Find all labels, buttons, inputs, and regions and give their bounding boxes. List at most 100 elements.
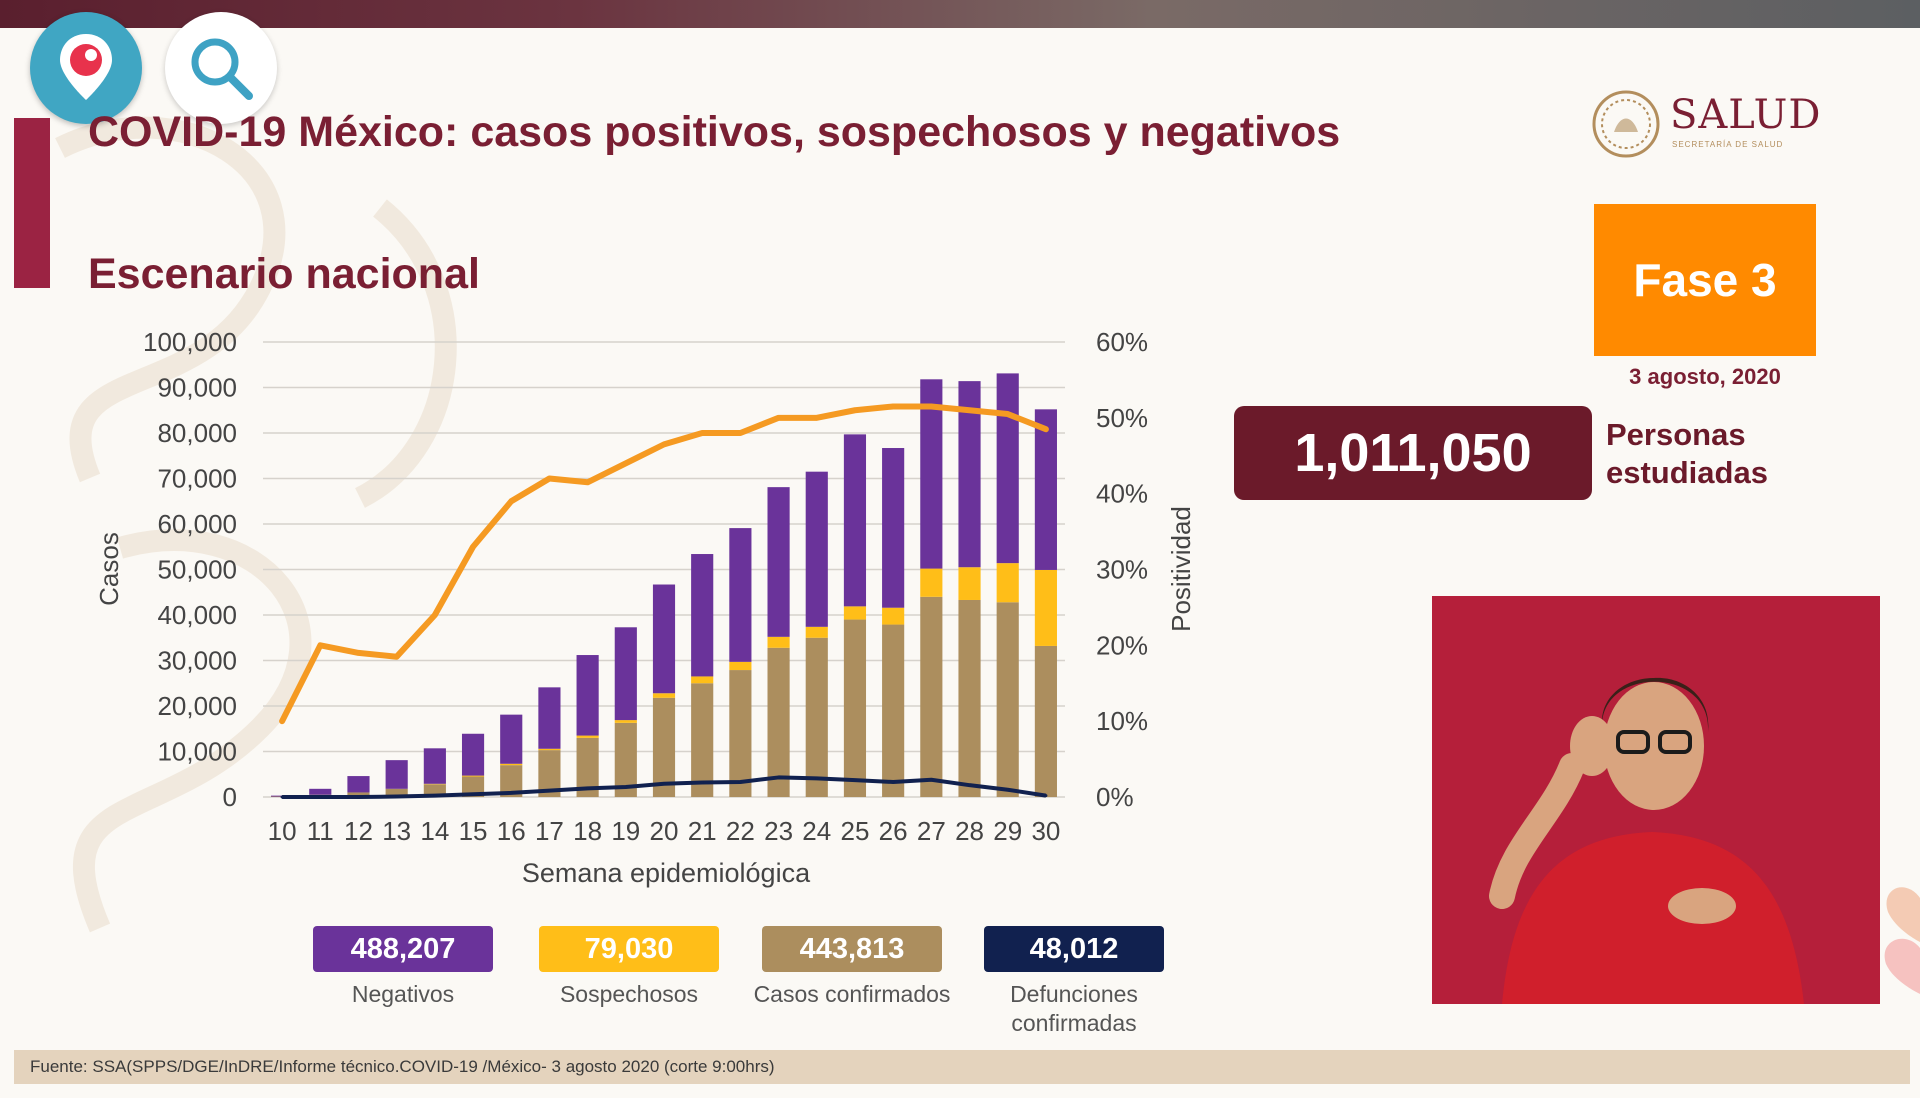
bar-confirmados xyxy=(805,637,828,797)
source-text: Fuente: SSA(SPPS/DGE/InDRE/Informe técni… xyxy=(30,1057,775,1076)
heart-reactions-icon xyxy=(1884,887,1920,994)
bar-negativos xyxy=(958,381,981,568)
point-positividad xyxy=(776,415,782,421)
studied-label: Personas estudiadas xyxy=(1606,416,1836,492)
point-defunciones xyxy=(471,792,475,796)
point-positividad xyxy=(317,642,323,648)
periscope-button[interactable] xyxy=(30,12,142,124)
point-positividad xyxy=(852,407,858,413)
x-tick-label: 24 xyxy=(802,816,831,846)
studied-label-line1: Personas xyxy=(1606,417,1746,452)
x-tick-label: 16 xyxy=(497,816,526,846)
bar-negativos xyxy=(500,714,523,764)
y-tick-label: 100,000 xyxy=(143,327,237,357)
bar-sospechosos xyxy=(996,563,1019,603)
bar-confirmados xyxy=(691,683,714,797)
video-top-bar xyxy=(0,0,1920,28)
x-tick-label: 29 xyxy=(993,816,1022,846)
bar-confirmados xyxy=(958,599,981,797)
point-defunciones xyxy=(662,782,666,786)
point-positividad xyxy=(394,654,400,660)
sign-language-interpreter-video xyxy=(1432,596,1880,1004)
bar-negativos xyxy=(882,448,905,608)
x-tick-label: 10 xyxy=(268,816,297,846)
point-positividad xyxy=(1005,411,1011,417)
search-button[interactable] xyxy=(165,12,277,124)
bar-confirmados xyxy=(347,792,370,797)
bar-negativos xyxy=(691,554,714,677)
bar-negativos xyxy=(843,434,867,607)
source-footer: Fuente: SSA(SPPS/DGE/InDRE/Informe técni… xyxy=(14,1050,1910,1084)
bar-sospechosos xyxy=(729,661,752,671)
summary-value-sospechosos: 79,030 xyxy=(539,926,719,972)
point-defunciones xyxy=(356,795,360,799)
point-positividad xyxy=(661,441,667,447)
point-positividad xyxy=(623,460,629,466)
page-subtitle: Escenario nacional xyxy=(88,250,480,298)
bar-sospechosos xyxy=(805,626,828,638)
point-defunciones xyxy=(815,776,819,780)
point-defunciones xyxy=(586,786,590,790)
bar-negativos xyxy=(576,655,599,736)
y-tick-label: 40,000 xyxy=(157,600,237,630)
bar-sospechosos xyxy=(958,567,981,600)
point-defunciones xyxy=(1044,794,1048,798)
bar-negativos xyxy=(385,760,408,789)
point-defunciones xyxy=(853,778,857,782)
bar-confirmados xyxy=(576,737,599,797)
bar-negativos xyxy=(309,788,332,795)
y-tick-label: 70,000 xyxy=(157,464,237,494)
y2-tick-label: 50% xyxy=(1096,403,1148,433)
y-tick-label: 50,000 xyxy=(157,555,237,585)
point-positividad xyxy=(355,650,361,656)
bar-negativos xyxy=(347,776,370,793)
point-positividad xyxy=(432,612,438,618)
point-positividad xyxy=(1043,426,1049,432)
logo-text: SALUD xyxy=(1670,92,1822,138)
y-tick-label: 80,000 xyxy=(157,418,237,448)
x-tick-label: 17 xyxy=(535,816,564,846)
bar-sospechosos xyxy=(538,748,561,751)
bar-confirmados xyxy=(538,750,561,797)
bar-negativos xyxy=(1034,409,1057,570)
summary-label-defunciones: Defunciones confirmadas xyxy=(1010,981,1138,1036)
point-positividad xyxy=(814,415,820,421)
studied-label-line2: estudiadas xyxy=(1606,455,1768,490)
x-tick-label: 14 xyxy=(420,816,449,846)
bar-negativos xyxy=(996,373,1019,564)
bar-sospechosos xyxy=(767,636,790,648)
bar-confirmados xyxy=(500,765,523,797)
bar-negativos xyxy=(423,748,446,784)
y-tick-label: 30,000 xyxy=(157,646,237,676)
point-positividad xyxy=(967,407,973,413)
bar-confirmados xyxy=(843,619,867,797)
bar-negativos xyxy=(652,584,676,694)
x-axis-label: Semana epidemiológica xyxy=(522,858,811,888)
y-tick-label: 0 xyxy=(223,782,237,812)
y-tick-label: 20,000 xyxy=(157,691,237,721)
logo-subtext: SECRETARÍA DE SALUD xyxy=(1672,140,1784,149)
point-defunciones xyxy=(624,785,628,789)
bar-sospechosos xyxy=(920,568,943,597)
point-defunciones xyxy=(280,795,284,799)
summary-value-negativos: 488,207 xyxy=(313,926,493,972)
background-pattern xyxy=(55,116,457,933)
bar-confirmados xyxy=(920,596,943,797)
point-defunciones xyxy=(891,780,895,784)
bar-sospechosos xyxy=(614,720,637,723)
periscope-pin-icon xyxy=(60,34,112,100)
x-tick-label: 30 xyxy=(1031,816,1060,846)
bar-negativos xyxy=(805,471,828,627)
bar-sospechosos xyxy=(691,676,714,684)
bar-confirmados xyxy=(1034,645,1057,797)
y-axis-label: Casos xyxy=(94,532,124,606)
bar-negativos xyxy=(729,528,752,662)
bar-negativos xyxy=(767,487,790,637)
x-tick-label: 12 xyxy=(344,816,373,846)
bar-confirmados xyxy=(729,670,752,797)
x-tick-label: 21 xyxy=(688,816,717,846)
page-title: COVID-19 México: casos positivos, sospec… xyxy=(88,108,1341,156)
bar-sospechosos xyxy=(500,763,523,766)
bar-confirmados xyxy=(996,602,1019,797)
y2-tick-label: 60% xyxy=(1096,327,1148,357)
